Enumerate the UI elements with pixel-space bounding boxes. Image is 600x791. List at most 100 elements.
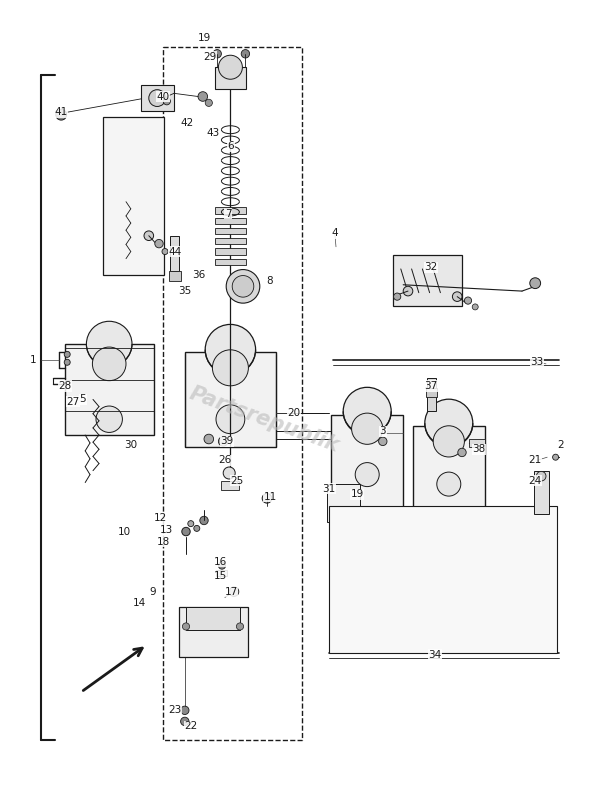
Text: 26: 26 xyxy=(218,456,232,465)
Circle shape xyxy=(213,50,221,58)
Circle shape xyxy=(216,405,245,433)
Text: 19: 19 xyxy=(350,490,364,499)
Circle shape xyxy=(452,292,462,301)
Circle shape xyxy=(336,490,346,499)
Text: 20: 20 xyxy=(287,408,301,418)
Text: 8: 8 xyxy=(266,276,274,286)
Text: 12: 12 xyxy=(154,513,167,523)
Circle shape xyxy=(355,463,379,486)
Bar xyxy=(215,67,246,89)
Text: 36: 36 xyxy=(193,271,206,280)
Text: 17: 17 xyxy=(224,587,238,596)
Text: 13: 13 xyxy=(160,525,173,535)
Text: 11: 11 xyxy=(263,492,277,501)
Bar xyxy=(215,218,246,224)
Text: 14: 14 xyxy=(133,598,146,607)
Circle shape xyxy=(352,413,383,445)
Circle shape xyxy=(218,562,226,570)
Circle shape xyxy=(218,437,228,446)
Circle shape xyxy=(64,359,70,365)
Circle shape xyxy=(433,426,464,457)
Bar xyxy=(215,248,246,255)
Bar xyxy=(534,471,549,514)
Bar xyxy=(215,259,246,265)
Text: 37: 37 xyxy=(424,381,437,391)
Bar xyxy=(179,607,248,657)
Bar xyxy=(163,47,302,740)
Text: 27: 27 xyxy=(67,397,80,407)
Text: 44: 44 xyxy=(169,247,182,256)
Text: 39: 39 xyxy=(220,437,233,446)
Text: 6: 6 xyxy=(227,142,235,151)
Circle shape xyxy=(458,448,466,456)
Circle shape xyxy=(194,525,200,532)
Circle shape xyxy=(232,275,254,297)
Text: 32: 32 xyxy=(424,263,437,272)
Text: 28: 28 xyxy=(58,381,71,391)
Text: 16: 16 xyxy=(214,557,227,566)
Text: 34: 34 xyxy=(428,650,442,660)
Text: 41: 41 xyxy=(55,108,68,117)
Circle shape xyxy=(56,109,67,120)
Text: 23: 23 xyxy=(169,706,182,715)
Circle shape xyxy=(379,437,387,445)
Text: 2: 2 xyxy=(557,441,565,450)
Circle shape xyxy=(163,97,170,105)
Circle shape xyxy=(86,321,132,367)
Circle shape xyxy=(200,517,208,524)
Text: 21: 21 xyxy=(529,456,542,465)
Bar xyxy=(65,344,154,435)
Text: 40: 40 xyxy=(157,92,170,101)
Text: 29: 29 xyxy=(203,52,217,62)
Text: 31: 31 xyxy=(322,484,335,494)
Circle shape xyxy=(437,472,461,496)
Text: 25: 25 xyxy=(230,476,244,486)
Text: 5: 5 xyxy=(79,395,86,404)
Bar xyxy=(215,228,246,234)
Circle shape xyxy=(181,717,189,725)
Text: 3: 3 xyxy=(379,426,386,436)
Circle shape xyxy=(229,587,239,596)
Circle shape xyxy=(218,55,242,79)
Text: Partsrepublik: Partsrepublik xyxy=(187,383,341,456)
Bar xyxy=(216,570,227,576)
Circle shape xyxy=(182,528,190,536)
Circle shape xyxy=(144,231,154,240)
Circle shape xyxy=(182,623,190,630)
Circle shape xyxy=(64,351,70,358)
Text: 15: 15 xyxy=(214,571,227,581)
Bar xyxy=(331,415,403,509)
Text: 10: 10 xyxy=(118,527,131,536)
Bar xyxy=(170,236,179,271)
Circle shape xyxy=(155,240,163,248)
Circle shape xyxy=(212,350,248,386)
Text: 24: 24 xyxy=(529,476,542,486)
Bar xyxy=(413,426,485,519)
Bar xyxy=(215,238,246,244)
Bar xyxy=(427,378,436,411)
Bar xyxy=(221,481,239,490)
Bar xyxy=(169,271,181,281)
Circle shape xyxy=(343,388,391,435)
Circle shape xyxy=(198,92,208,101)
Bar xyxy=(185,352,276,447)
Text: 22: 22 xyxy=(184,721,197,731)
Bar xyxy=(329,506,557,653)
Text: 35: 35 xyxy=(178,286,191,296)
Circle shape xyxy=(262,494,272,503)
Circle shape xyxy=(96,406,122,433)
Circle shape xyxy=(205,324,256,375)
Circle shape xyxy=(536,471,546,481)
Text: 30: 30 xyxy=(124,440,137,449)
Text: 19: 19 xyxy=(197,33,211,43)
Bar xyxy=(186,607,240,630)
Text: 1: 1 xyxy=(29,355,37,365)
Circle shape xyxy=(226,270,260,303)
Bar xyxy=(393,255,462,306)
Text: 9: 9 xyxy=(149,587,157,596)
Circle shape xyxy=(553,454,559,460)
Bar xyxy=(327,484,360,522)
Circle shape xyxy=(464,297,472,305)
Circle shape xyxy=(394,293,401,301)
Text: 38: 38 xyxy=(472,445,485,454)
